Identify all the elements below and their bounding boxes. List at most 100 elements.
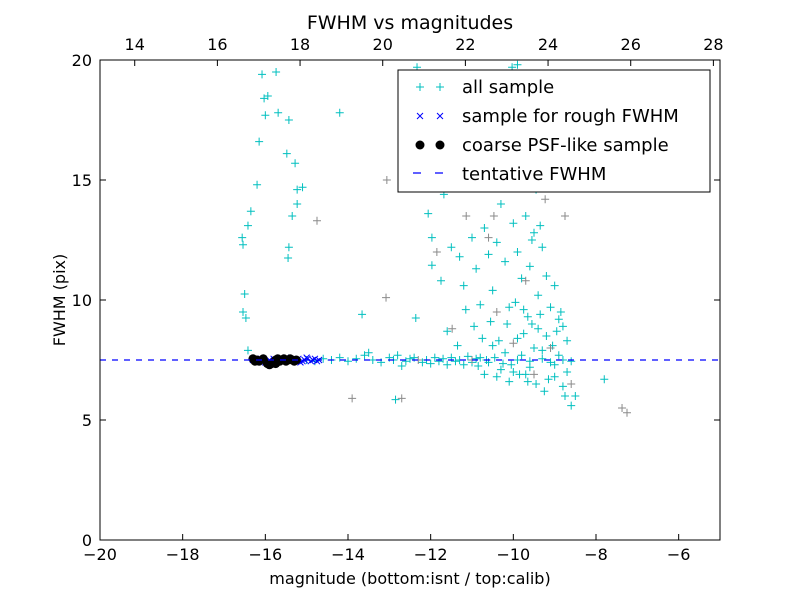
all-sample-point (558, 322, 567, 331)
all-sample-point (443, 327, 452, 336)
all-sample-point (558, 382, 567, 391)
all-sample-point (461, 305, 470, 314)
top-x-tick-label: 24 (538, 35, 558, 54)
all-sample-point (391, 395, 400, 404)
all-sample-point (284, 254, 293, 262)
all-sample-point (532, 380, 541, 388)
psf-sample-point (271, 359, 281, 369)
all-sample-point (293, 185, 302, 194)
all-sample-point (335, 108, 344, 117)
axes: −20 −18 −16 −14 −12 −10 −8 −6 14 16 18 20 22 24 26 28 0 5… (72, 35, 724, 564)
y-tick-label: 20 (72, 51, 92, 70)
x-tick-label: −18 (166, 545, 200, 564)
legend-psf-sample-icon (435, 140, 445, 150)
all-sample-point (451, 357, 460, 366)
all-sample-point (447, 243, 456, 252)
all-sample-point (472, 264, 481, 273)
all-sample-point (260, 94, 269, 103)
all-sample-point (427, 261, 436, 270)
all-sample-point (258, 70, 267, 79)
all-sample-point (401, 357, 410, 366)
all-sample-point (542, 272, 551, 280)
all-sample-point (544, 375, 553, 384)
x-tick-label: −12 (414, 545, 448, 564)
all-sample-point (515, 370, 524, 379)
all-sample-point (480, 224, 489, 232)
all-sample-point (538, 354, 547, 363)
all-sample-point (513, 60, 522, 69)
all-sample-point (525, 262, 534, 271)
faint-sample-point (432, 248, 441, 256)
all-sample-point (360, 351, 369, 360)
all-sample-point (525, 357, 534, 366)
faint-sample-point (462, 212, 471, 220)
all-sample-point (238, 233, 247, 242)
x-tick-label: −14 (331, 545, 365, 564)
all-sample-point (517, 274, 526, 283)
faint-sample-point (382, 176, 391, 184)
all-sample-point (484, 250, 493, 259)
all-sample-point (437, 276, 445, 285)
all-sample-point (519, 329, 528, 338)
all-sample-point (352, 354, 361, 363)
all-sample-point (474, 362, 483, 370)
all-sample-point (513, 334, 522, 343)
legend-label-tentative-fwhm: tentative FWHM (462, 164, 606, 185)
all-sample-point (494, 336, 503, 345)
all-sample-point (427, 233, 436, 242)
all-sample-point (536, 221, 545, 230)
legend-box (397, 69, 711, 193)
all-sample-point (492, 238, 501, 247)
top-x-tick-label: 14 (125, 35, 145, 54)
all-sample-point (530, 344, 538, 352)
faint-sample-point (484, 233, 493, 242)
all-sample-point (507, 360, 516, 369)
all-sample-point (439, 354, 448, 363)
faint-sample-point (492, 308, 501, 316)
top-x-tick-label: 16 (207, 35, 227, 54)
all-sample-point (513, 248, 522, 256)
all-sample-point (505, 377, 514, 386)
all-sample-point (554, 351, 563, 360)
all-sample-point (521, 212, 530, 220)
all-sample-point (523, 312, 532, 321)
all-sample-point (478, 334, 487, 343)
all-sample-point (488, 286, 497, 295)
all-sample-point (368, 356, 377, 364)
all-sample-point (463, 352, 472, 361)
faint-sample-point (489, 212, 498, 220)
faint-sample-point (561, 212, 569, 220)
rough-sample-point (309, 356, 317, 364)
all-sample-point (517, 351, 526, 360)
all-sample-point (567, 357, 576, 366)
all-sample-point (335, 353, 344, 362)
all-sample-point (364, 348, 373, 357)
all-sample-point (530, 228, 538, 237)
all-sample-point (274, 108, 283, 117)
faint-sample-point (530, 370, 538, 379)
all-sample-point (476, 300, 485, 309)
all-sample-point (556, 308, 565, 316)
all-sample-point (243, 346, 252, 355)
all-sample-point (496, 365, 505, 374)
all-sample-point (519, 305, 528, 314)
all-sample-point (272, 68, 281, 76)
all-sample-point (434, 357, 443, 366)
all-sample-point (468, 233, 476, 242)
all-sample-point (455, 252, 464, 261)
faint-sample-point (348, 394, 357, 403)
all-sample-point (470, 322, 479, 331)
all-sample-point (523, 377, 532, 386)
all-sample-point (284, 243, 293, 252)
legend-all-sample-icon (416, 83, 424, 91)
all-sample-point (424, 209, 433, 218)
y-tick-label: 0 (82, 531, 92, 550)
all-sample-point (344, 357, 352, 366)
all-sample-point (536, 310, 545, 319)
all-sample-point (563, 368, 572, 376)
all-sample-point (550, 281, 559, 290)
all-sample-point (255, 137, 264, 146)
all-sample-point (393, 351, 402, 360)
all-sample-point (499, 359, 507, 368)
legend-rough-sample-icon (436, 112, 444, 120)
